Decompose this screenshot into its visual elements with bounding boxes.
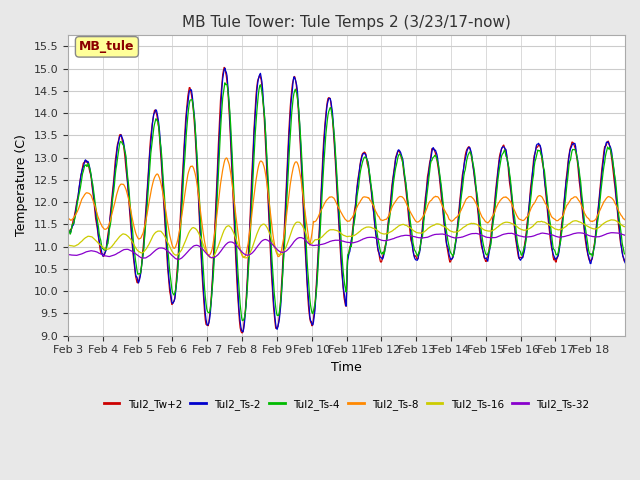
Tul2_Ts-8 <box>621 217 629 223</box>
Tul2_Ts-16 <box>436 221 444 227</box>
Tul2_Ts-32 <box>404 233 412 239</box>
Tul2_Ts-32 <box>233 242 241 248</box>
Tul2_Ts-2 <box>221 65 228 71</box>
Tul2_Ts-16 <box>64 242 72 248</box>
Tul2_Tw+2 <box>239 330 246 336</box>
Tul2_Tw+2 <box>282 191 290 197</box>
Tul2_Ts-32 <box>436 231 444 237</box>
Tul2_Ts-2 <box>621 260 629 265</box>
Tul2_Ts-4 <box>261 116 269 122</box>
Line: Tul2_Ts-32: Tul2_Ts-32 <box>68 233 625 259</box>
Tul2_Ts-8 <box>64 215 72 220</box>
Tul2_Ts-8 <box>406 207 413 213</box>
Tul2_Tw+2 <box>129 254 137 260</box>
Tul2_Ts-32 <box>282 249 289 254</box>
Text: MB_tule: MB_tule <box>79 40 134 53</box>
X-axis label: Time: Time <box>331 361 362 374</box>
Line: Tul2_Tw+2: Tul2_Tw+2 <box>68 67 625 333</box>
Tul2_Ts-2 <box>233 261 241 266</box>
Tul2_Ts-32 <box>621 232 629 238</box>
Y-axis label: Temperature (C): Temperature (C) <box>15 134 28 237</box>
Tul2_Ts-4 <box>239 318 246 324</box>
Tul2_Tw+2 <box>406 222 413 228</box>
Tul2_Ts-2 <box>129 251 137 256</box>
Tul2_Ts-2 <box>282 201 290 206</box>
Tul2_Tw+2 <box>64 229 72 235</box>
Line: Tul2_Ts-8: Tul2_Ts-8 <box>68 158 625 257</box>
Line: Tul2_Ts-2: Tul2_Ts-2 <box>68 68 625 332</box>
Tul2_Ts-16 <box>404 224 412 230</box>
Tul2_Ts-32 <box>129 249 137 255</box>
Tul2_Ts-16 <box>232 235 239 241</box>
Tul2_Ts-8 <box>129 221 137 227</box>
Tul2_Ts-8 <box>261 167 269 173</box>
Tul2_Ts-4 <box>233 243 241 249</box>
Tul2_Ts-2 <box>436 181 444 187</box>
Tul2_Ts-2 <box>406 217 413 223</box>
Tul2_Ts-32 <box>64 252 72 258</box>
Tul2_Tw+2 <box>261 128 269 133</box>
Tul2_Ts-4 <box>129 239 137 244</box>
Tul2_Ts-16 <box>129 241 137 247</box>
Legend: Tul2_Tw+2, Tul2_Ts-2, Tul2_Ts-4, Tul2_Ts-8, Tul2_Ts-16, Tul2_Ts-32: Tul2_Tw+2, Tul2_Ts-2, Tul2_Ts-4, Tul2_Ts… <box>100 395 593 414</box>
Tul2_Ts-4 <box>221 80 228 85</box>
Line: Tul2_Ts-4: Tul2_Ts-4 <box>68 83 625 321</box>
Tul2_Ts-16 <box>609 217 616 223</box>
Tul2_Tw+2 <box>436 186 444 192</box>
Tul2_Ts-8 <box>436 199 444 204</box>
Tul2_Ts-16 <box>242 255 250 261</box>
Tul2_Ts-32 <box>175 256 182 262</box>
Tul2_Tw+2 <box>621 256 629 262</box>
Tul2_Ts-32 <box>607 230 615 236</box>
Tul2_Ts-8 <box>240 254 248 260</box>
Tul2_Ts-4 <box>64 226 72 232</box>
Tul2_Ts-8 <box>282 218 290 224</box>
Tul2_Ts-2 <box>64 231 72 237</box>
Tul2_Ts-4 <box>621 251 629 257</box>
Line: Tul2_Ts-16: Tul2_Ts-16 <box>68 220 625 258</box>
Tul2_Ts-2 <box>261 118 269 124</box>
Tul2_Tw+2 <box>233 271 241 277</box>
Tul2_Ts-4 <box>436 178 444 183</box>
Tul2_Ts-8 <box>223 155 230 161</box>
Tul2_Ts-8 <box>233 219 241 225</box>
Tul2_Ts-4 <box>406 209 413 215</box>
Title: MB Tule Tower: Tule Temps 2 (3/23/17-now): MB Tule Tower: Tule Temps 2 (3/23/17-now… <box>182 15 511 30</box>
Tul2_Ts-16 <box>282 246 289 252</box>
Tul2_Ts-16 <box>621 224 629 229</box>
Tul2_Ts-4 <box>282 215 290 221</box>
Tul2_Ts-2 <box>239 329 247 335</box>
Tul2_Ts-16 <box>260 221 268 227</box>
Tul2_Ts-32 <box>260 237 268 242</box>
Tul2_Tw+2 <box>220 64 228 70</box>
